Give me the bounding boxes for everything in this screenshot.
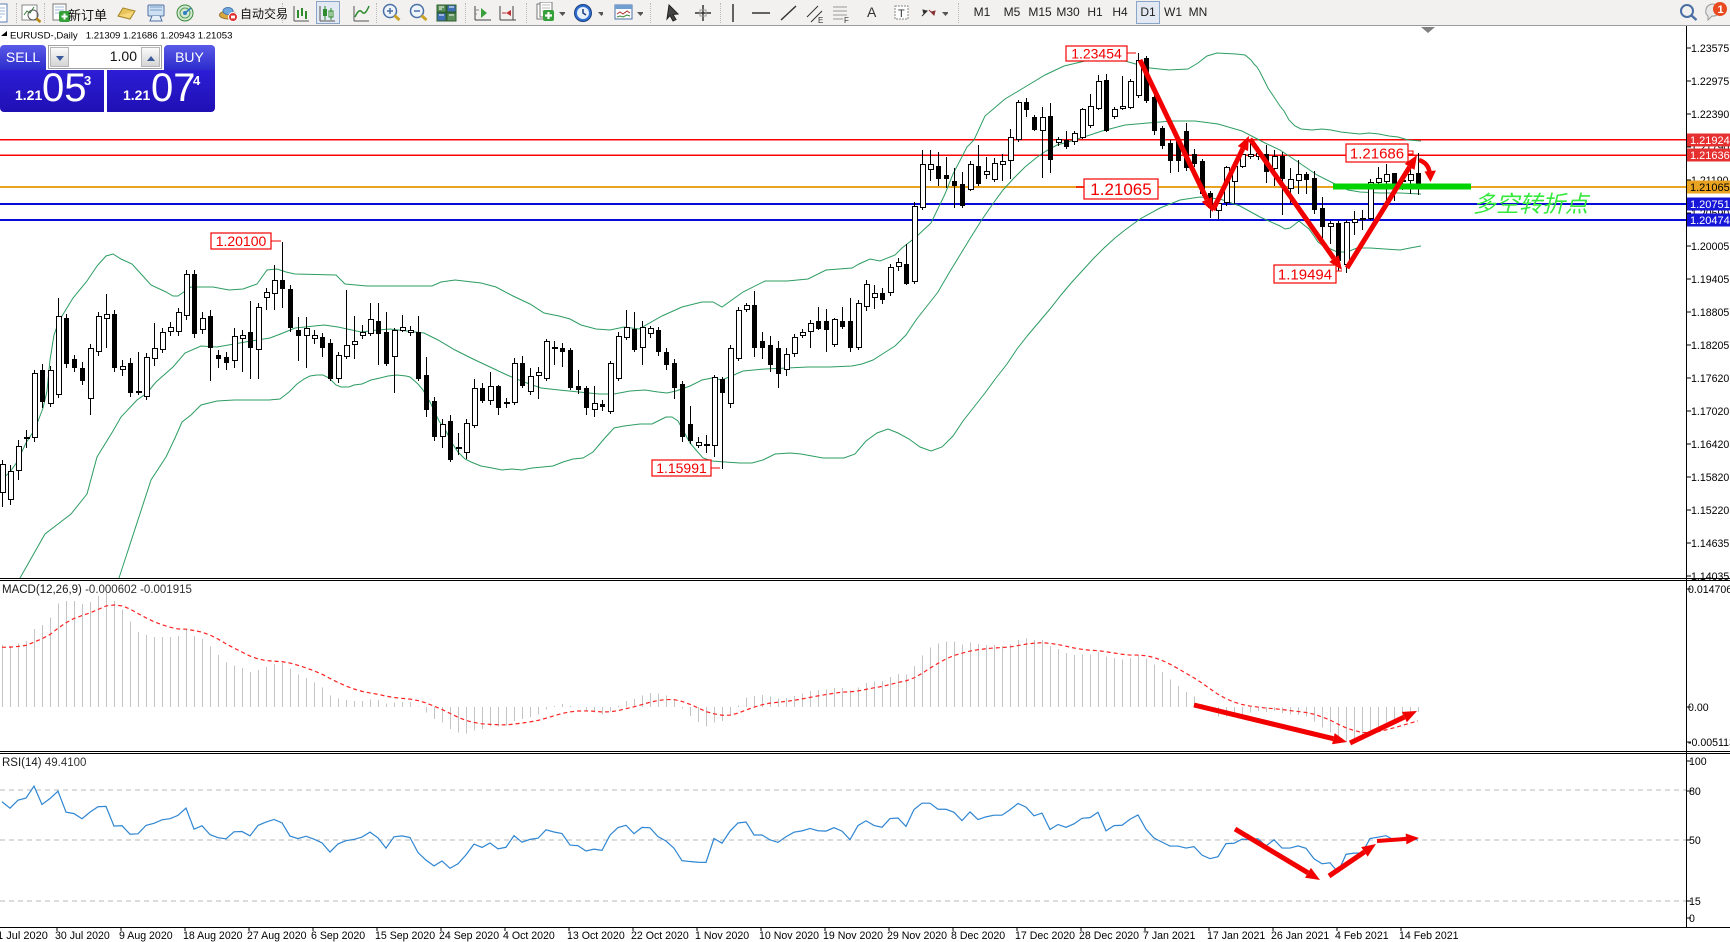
svg-text:1: 1	[1718, 4, 1724, 16]
svg-text:1.20100: 1.20100	[216, 233, 267, 249]
svg-text:4 Feb 2021: 4 Feb 2021	[1335, 930, 1389, 942]
svg-text:1.21065: 1.21065	[1090, 180, 1151, 199]
svg-text:17 Jan 2021: 17 Jan 2021	[1207, 930, 1265, 942]
svg-text:29 Nov 2020: 29 Nov 2020	[887, 930, 947, 942]
svg-text:10 Nov 2020: 10 Nov 2020	[759, 930, 819, 942]
svg-text:EURUSD-,Daily 1.21309 1.2168: EURUSD-,Daily 1.21309 1.21686 1.20943 1.…	[10, 31, 232, 42]
svg-text:14 Feb 2021: 14 Feb 2021	[1399, 930, 1459, 942]
svg-text:1.14635: 1.14635	[1691, 538, 1729, 550]
svg-text:7 Jan 2021: 7 Jan 2021	[1143, 930, 1196, 942]
svg-text:1.21065: 1.21065	[1690, 182, 1730, 194]
svg-text:13 Oct 2020: 13 Oct 2020	[567, 930, 625, 942]
svg-text:1.21636: 1.21636	[1690, 150, 1730, 162]
svg-text:1.23575: 1.23575	[1691, 43, 1729, 55]
svg-text:15: 15	[1689, 896, 1701, 908]
svg-text:1.16420: 1.16420	[1691, 439, 1729, 451]
svg-text:26 Jan 2021: 26 Jan 2021	[1271, 930, 1329, 942]
svg-text:28 Dec 2020: 28 Dec 2020	[1079, 930, 1139, 942]
svg-text:多空转折点: 多空转折点	[1473, 191, 1591, 217]
svg-text:0: 0	[1689, 913, 1695, 925]
svg-text:30 Jul 2020: 30 Jul 2020	[55, 930, 110, 942]
svg-text:1.17620: 1.17620	[1691, 373, 1729, 385]
svg-text:9 Aug 2020: 9 Aug 2020	[119, 930, 173, 942]
svg-text:1.15220: 1.15220	[1691, 505, 1729, 517]
svg-text:8 Dec 2020: 8 Dec 2020	[951, 930, 1005, 942]
svg-text:17 Dec 2020: 17 Dec 2020	[1015, 930, 1075, 942]
svg-text:1 Nov 2020: 1 Nov 2020	[695, 930, 749, 942]
svg-text:1.20005: 1.20005	[1691, 241, 1729, 253]
svg-text:27 Aug 2020: 27 Aug 2020	[247, 930, 307, 942]
svg-text:6 Sep 2020: 6 Sep 2020	[311, 930, 365, 942]
svg-text:1.20751: 1.20751	[1690, 199, 1730, 211]
svg-text:1.23454: 1.23454	[1071, 46, 1122, 62]
svg-text:1.15991: 1.15991	[656, 460, 707, 476]
svg-text:4 Oct 2020: 4 Oct 2020	[503, 930, 555, 942]
svg-text:50: 50	[1689, 835, 1701, 847]
svg-text:1.17020: 1.17020	[1691, 406, 1729, 418]
svg-text:18 Aug 2020: 18 Aug 2020	[183, 930, 243, 942]
svg-text:1.22390: 1.22390	[1691, 109, 1729, 121]
svg-text:1.20474: 1.20474	[1690, 215, 1730, 227]
svg-text:24 Sep 2020: 24 Sep 2020	[439, 930, 499, 942]
svg-text:1.21686: 1.21686	[1350, 145, 1404, 162]
svg-text:0.014706: 0.014706	[1688, 584, 1730, 596]
svg-text:T: T	[898, 8, 905, 20]
svg-text:100: 100	[1689, 756, 1707, 768]
svg-text:F: F	[844, 16, 849, 24]
svg-text:21 Jul 2020: 21 Jul 2020	[0, 930, 48, 942]
svg-text:1.21924: 1.21924	[1690, 135, 1730, 147]
svg-text:RSI(14) 49.4100: RSI(14) 49.4100	[2, 757, 86, 769]
svg-text:-0.005113: -0.005113	[1688, 737, 1730, 749]
svg-text:1.19405: 1.19405	[1691, 274, 1729, 286]
svg-text:0.00: 0.00	[1688, 702, 1709, 714]
svg-text:22 Oct 2020: 22 Oct 2020	[631, 930, 689, 942]
svg-text:1.19494: 1.19494	[1278, 266, 1332, 283]
svg-text:1.14035: 1.14035	[1691, 571, 1729, 583]
svg-text:MACD(12,26,9) -0.000602 -0.001: MACD(12,26,9) -0.000602 -0.001915	[2, 584, 192, 596]
svg-text:15 Sep 2020: 15 Sep 2020	[375, 930, 435, 942]
svg-text:1.22975: 1.22975	[1691, 76, 1729, 88]
svg-text:1.18805: 1.18805	[1691, 307, 1729, 319]
svg-text:E: E	[818, 16, 823, 24]
svg-text:80: 80	[1689, 786, 1701, 798]
svg-text:1.18205: 1.18205	[1691, 340, 1729, 352]
svg-text:19 Nov 2020: 19 Nov 2020	[823, 930, 883, 942]
svg-text:1.15820: 1.15820	[1691, 472, 1729, 484]
